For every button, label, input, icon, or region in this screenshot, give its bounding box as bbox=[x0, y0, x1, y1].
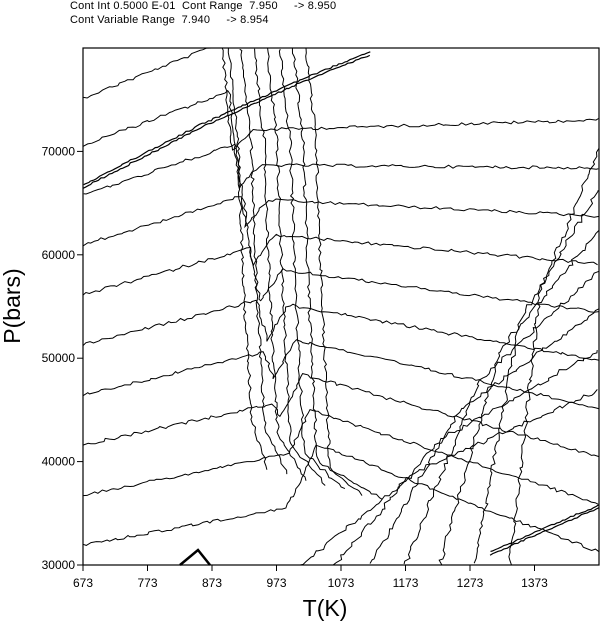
contour-line bbox=[403, 270, 600, 565]
x-axis-ticks: 673 773 873 973 1073 1173 1273 1373 bbox=[73, 565, 548, 590]
contour-line bbox=[267, 48, 326, 486]
contour-line bbox=[82, 373, 600, 458]
contour-line bbox=[83, 143, 600, 229]
y-axis-ticks: 30000 40000 50000 60000 70000 bbox=[42, 144, 83, 572]
contour-line bbox=[82, 444, 600, 553]
phase-boundary bbox=[83, 51, 371, 186]
x-tick-label: 673 bbox=[73, 576, 93, 590]
contour-line bbox=[227, 47, 268, 470]
contour-line bbox=[82, 196, 598, 267]
bold-contour bbox=[179, 548, 211, 566]
contour-line bbox=[82, 89, 599, 189]
x-tick-label: 1373 bbox=[521, 576, 548, 590]
contour-line bbox=[473, 190, 599, 564]
contour-line bbox=[254, 48, 307, 481]
y-tick-label: 60000 bbox=[42, 248, 76, 262]
x-tick-label: 773 bbox=[137, 576, 157, 590]
x-tick-label: 1173 bbox=[393, 576, 419, 590]
y-axis-label: P(bars) bbox=[0, 268, 25, 343]
contour-lines bbox=[82, 47, 600, 566]
contour-line bbox=[438, 230, 600, 566]
x-tick-label: 873 bbox=[202, 576, 222, 590]
contour-line bbox=[239, 48, 288, 475]
contour-interval-header: Cont Int 0.5000 E-01 Cont Range 7.950 ->… bbox=[70, 0, 337, 12]
contour-line bbox=[83, 47, 599, 151]
contour-line bbox=[291, 47, 363, 496]
phase-boundary bbox=[490, 504, 600, 552]
contour-line bbox=[82, 246, 599, 313]
y-tick-label: 70000 bbox=[42, 144, 76, 158]
contour-line bbox=[82, 408, 599, 505]
y-tick-label: 50000 bbox=[42, 351, 76, 365]
phase-boundary bbox=[82, 54, 371, 189]
contour-line bbox=[305, 47, 383, 500]
x-axis-label: T(K) bbox=[303, 595, 348, 621]
contour-line bbox=[508, 148, 600, 566]
contour-line bbox=[300, 389, 598, 566]
x-tick-label: 1073 bbox=[328, 576, 355, 590]
x-tick-label: 973 bbox=[266, 576, 286, 590]
variable-range-header: Cont Variable Range 7.940 -> 8.954 bbox=[70, 14, 269, 26]
phase-boundary bbox=[489, 507, 600, 556]
y-tick-label: 30000 bbox=[42, 558, 76, 572]
contour-line bbox=[369, 308, 600, 564]
contour-line bbox=[82, 339, 599, 410]
x-tick-label: 1273 bbox=[457, 576, 484, 590]
y-tick-label: 40000 bbox=[42, 455, 76, 469]
contour-line bbox=[278, 48, 346, 490]
contour-line bbox=[82, 299, 600, 361]
contour-line bbox=[333, 350, 598, 566]
